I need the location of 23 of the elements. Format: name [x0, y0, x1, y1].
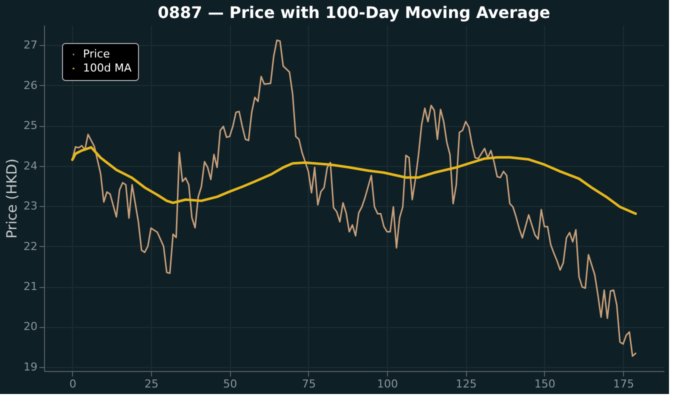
x-tick-label: 100	[377, 378, 398, 390]
legend-label: 100d MA	[83, 62, 132, 74]
x-tick-label: 25	[144, 378, 159, 390]
y-tick-label: 23	[24, 200, 38, 213]
y-tick-label: 26	[24, 78, 38, 92]
x-tick-label: 0	[69, 378, 76, 390]
y-axis-title: Price (HKD)	[4, 158, 21, 239]
line-series	[71, 146, 637, 215]
chart-title: 0887 — Price with 100-Day Moving Average	[158, 3, 550, 22]
x-tick-label: 75	[302, 378, 316, 390]
y-tick-label: 20	[24, 320, 38, 334]
y-tick-label: 27	[24, 38, 38, 52]
line-series	[72, 40, 636, 357]
legend-label: Price	[83, 48, 110, 60]
x-tick-label: 150	[534, 378, 556, 390]
y-tick-label: 24	[24, 159, 38, 172]
y-tick-label: 19	[24, 360, 38, 374]
y-tick-label: 22	[24, 240, 38, 253]
x-tick-label: 50	[223, 378, 238, 390]
y-tick-label: 21	[24, 280, 38, 294]
x-tick-label: 125	[456, 378, 477, 390]
x-tick-label: 175	[613, 378, 634, 390]
y-tick-label: 25	[24, 119, 38, 132]
